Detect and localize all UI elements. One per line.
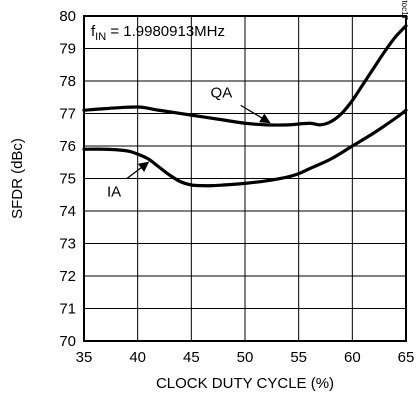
x-tick-label: 55: [290, 349, 307, 366]
series-lines: [82, 24, 408, 188]
y-axis-title: SFDR (dBc): [9, 138, 26, 219]
series-label-qa: QA: [211, 84, 233, 101]
x-tick-label: 40: [129, 349, 146, 366]
y-tick-label: 80: [59, 8, 76, 25]
y-tick-label: 73: [59, 236, 76, 253]
x-tick-label: 60: [344, 349, 361, 366]
series-pointer-ia: [126, 161, 150, 180]
series-labels: QA IA: [107, 84, 271, 201]
x-tick-label: 65: [398, 349, 415, 366]
frequency-annotation: fIN = 1.9980913MHz: [91, 23, 225, 43]
series-pointer-qa: [240, 104, 271, 124]
y-tick-label: 71: [59, 301, 76, 318]
y-tick-label: 79: [59, 41, 76, 58]
y-tick-label: 74: [59, 203, 76, 220]
plot-frame: [83, 15, 407, 342]
annotation-subscript: IN: [95, 31, 106, 43]
x-tick-label: 50: [237, 349, 254, 366]
x-tick-label: 45: [183, 349, 200, 366]
x-tick-label: 35: [76, 349, 93, 366]
series-line-qa: [82, 24, 408, 127]
tick-labels: 35 40 45 50 55 60 65 70 71 72 73 74 75 76 77 78 79 80: [59, 8, 414, 366]
y-tick-label: 76: [59, 138, 76, 155]
series-line-ia: [82, 108, 408, 188]
x-axis-title: CLOCK DUTY CYCLE (%): [156, 375, 334, 392]
y-tick-label: 78: [59, 73, 76, 90]
annotation-value: = 1.9980913MHz: [106, 23, 225, 40]
y-tick-label: 70: [59, 333, 76, 350]
y-tick-label: 77: [59, 106, 76, 123]
annotation-prefix: f: [91, 23, 96, 40]
series-label-ia: IA: [107, 184, 121, 201]
grid: [83, 15, 407, 342]
y-tick-label: 75: [59, 171, 76, 188]
chart-code: MAX19700 toc17: [400, 0, 409, 21]
y-tick-label: 72: [59, 268, 76, 285]
